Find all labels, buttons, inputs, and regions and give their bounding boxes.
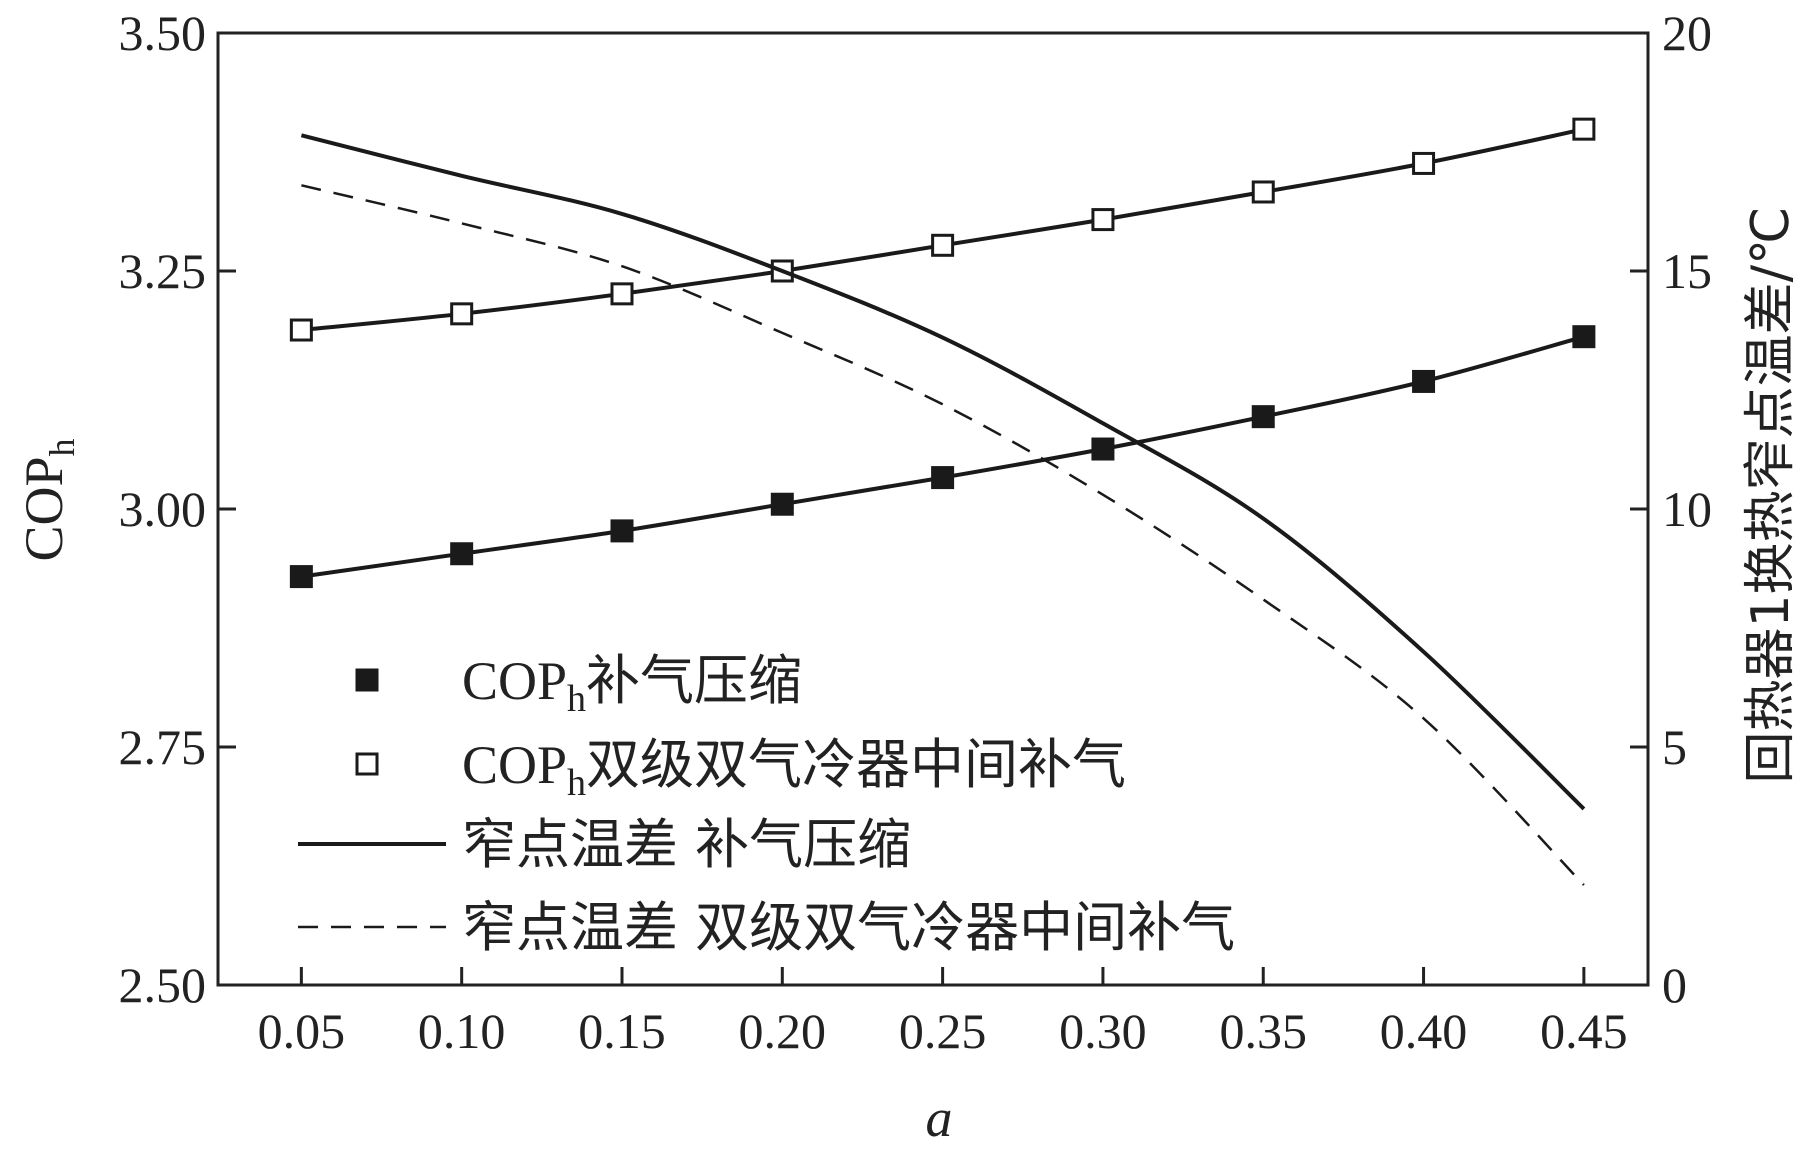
y-tick-label: 3.50	[119, 5, 207, 61]
x-tick-label: 0.35	[1219, 1003, 1307, 1059]
legend-item-2: COPh双级双气冷器中间补气	[355, 733, 1126, 804]
legend-label: 窄点温差 双级双气冷器中间补气	[462, 896, 1235, 959]
x-tick-label: 0.20	[739, 1003, 827, 1059]
y2-tick-label: 15	[1662, 243, 1712, 299]
y2-tick-label: 0	[1662, 957, 1687, 1013]
series-line	[300, 133, 1586, 811]
axes: 0.05 0.10 0.15 0.20 0.25 0.30 0.35 0.40 0.45 2.50…	[119, 5, 1713, 1059]
legend-label-main: COP	[462, 735, 567, 795]
y-tick-label: 2.50	[119, 957, 207, 1013]
data-point	[450, 542, 474, 566]
data-point	[610, 282, 634, 306]
data-point	[289, 565, 313, 589]
legend-label: COPh双级双气冷器中间补气	[462, 733, 1126, 804]
y-tick-label: 3.00	[119, 481, 207, 537]
legend-label-rest: 双级双气冷器中间补气	[586, 733, 1126, 796]
y-axis-title-subscript: h	[42, 438, 82, 456]
data-point	[1251, 405, 1275, 429]
y-axis-title-main: COP	[14, 456, 74, 561]
y-tick-label: 2.75	[119, 719, 207, 775]
legend-label-main: 窄点温差 双级双气冷器中间补气	[462, 896, 1235, 959]
y2-tick-label: 5	[1662, 719, 1687, 775]
legend-label-subscript: h	[567, 762, 586, 804]
x-tick-label: 0.10	[418, 1003, 506, 1059]
legend-item-3: 窄点温差 补气压缩	[298, 813, 911, 876]
series-line	[301, 127, 1585, 332]
y2-axis-title: 回热器1换热窄点温差/℃	[1741, 206, 1801, 783]
legend-item-4: 窄点温差 双级双气冷器中间补气	[298, 896, 1235, 959]
series-line	[301, 334, 1585, 579]
y2-tick-label: 20	[1662, 5, 1712, 61]
x-tick-label: 0.15	[578, 1003, 666, 1059]
series-4	[301, 184, 1585, 886]
legend-label: 窄点温差 补气压缩	[462, 813, 911, 876]
data-point	[450, 302, 474, 326]
data-point	[610, 519, 634, 543]
series-1	[289, 325, 1596, 589]
series-3	[300, 133, 1586, 811]
legend-label-rest: 补气压缩	[586, 649, 802, 712]
data-point	[1091, 208, 1115, 232]
data-point	[931, 466, 955, 490]
data-point	[1251, 180, 1275, 204]
legend-label: COPh补气压缩	[462, 649, 802, 720]
x-tick-label: 0.05	[258, 1003, 346, 1059]
x-tick-label: 0.40	[1380, 1003, 1468, 1059]
legend-label-main: COP	[462, 651, 567, 711]
x-tick-label: 0.45	[1540, 1003, 1628, 1059]
series-line	[301, 184, 1585, 886]
legend-label-main: 窄点温差 补气压缩	[462, 813, 911, 876]
y-axis-title: COPh	[14, 438, 82, 561]
y-tick-label: 3.25	[119, 243, 207, 299]
data-point	[1412, 151, 1436, 175]
data-point	[289, 318, 313, 342]
data-point	[770, 492, 794, 516]
data-point	[1091, 437, 1115, 461]
y2-tick-label: 10	[1662, 481, 1712, 537]
data-point	[931, 233, 955, 257]
series-2	[289, 117, 1596, 342]
x-tick-label: 0.30	[1059, 1003, 1147, 1059]
data-point	[1572, 117, 1596, 141]
x-axis-title: a	[926, 1088, 953, 1148]
legend-marker	[355, 752, 379, 776]
legend-item-1: COPh补气压缩	[355, 649, 802, 720]
legend-marker	[355, 668, 379, 692]
series-layer	[289, 117, 1596, 886]
data-point	[1572, 325, 1596, 349]
data-point	[1412, 369, 1436, 393]
legend-label-subscript: h	[567, 678, 586, 720]
x-tick-label: 0.25	[899, 1003, 987, 1059]
